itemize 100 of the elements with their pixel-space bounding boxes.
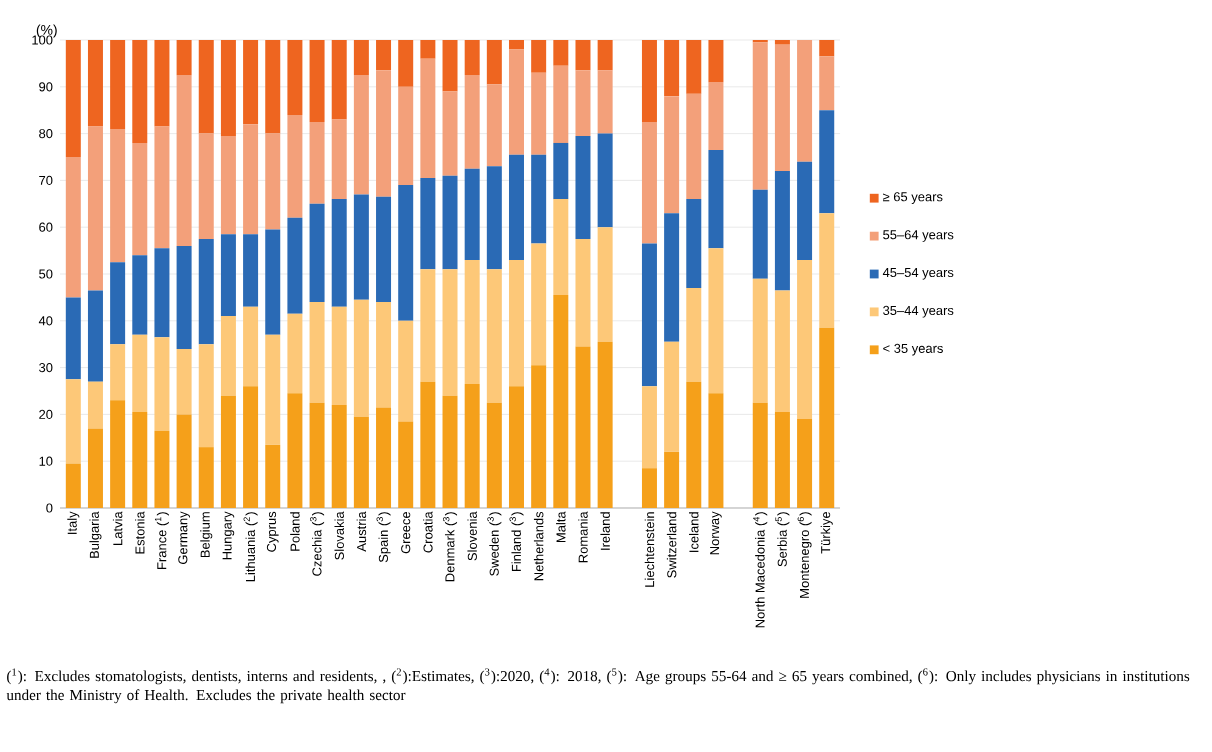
bar	[420, 39, 436, 59]
bar	[353, 194, 369, 300]
bar	[575, 135, 591, 239]
bar	[198, 238, 214, 345]
bar	[597, 227, 613, 342]
bar	[774, 44, 790, 172]
bar	[265, 133, 281, 230]
bar	[154, 39, 170, 127]
bar	[243, 39, 259, 125]
bar	[398, 421, 414, 508]
bar	[110, 262, 126, 345]
bar	[198, 344, 214, 448]
bar	[531, 72, 547, 155]
bar	[287, 393, 303, 508]
bar	[132, 412, 148, 508]
bar	[154, 337, 170, 431]
bar	[774, 39, 790, 45]
bar	[309, 402, 325, 508]
bar	[774, 290, 790, 413]
bar	[819, 56, 835, 111]
bar	[531, 154, 547, 244]
bar	[508, 49, 524, 155]
bar	[641, 468, 657, 508]
bar	[797, 161, 813, 260]
bar	[597, 70, 613, 134]
bar	[398, 185, 414, 321]
bar	[65, 379, 81, 464]
bar	[486, 402, 502, 508]
bar	[110, 39, 126, 129]
bar	[553, 199, 569, 296]
bar	[287, 114, 303, 218]
bar	[819, 327, 835, 508]
bar	[797, 419, 813, 508]
bar	[597, 341, 613, 508]
bar	[641, 121, 657, 244]
bar	[575, 39, 591, 71]
bar	[87, 381, 103, 429]
bar	[376, 70, 392, 197]
bar	[752, 42, 768, 190]
bar	[553, 295, 569, 508]
bar	[752, 278, 768, 403]
bar	[641, 243, 657, 387]
bar	[87, 290, 103, 382]
bar	[132, 255, 148, 335]
bar	[376, 39, 392, 71]
bar	[176, 75, 192, 246]
bar	[309, 39, 325, 122]
bar	[464, 75, 480, 169]
bar	[198, 447, 214, 508]
bar	[819, 110, 835, 214]
bar	[708, 39, 724, 83]
bar	[110, 344, 126, 401]
bar	[287, 39, 303, 115]
bar	[664, 213, 680, 342]
bar	[686, 381, 702, 508]
bar	[553, 39, 569, 66]
bar	[486, 39, 502, 85]
bar	[220, 316, 236, 396]
bar	[486, 84, 502, 167]
bar	[752, 402, 768, 508]
bar	[132, 142, 148, 256]
bar	[265, 444, 281, 508]
bar	[531, 365, 547, 508]
bar	[353, 299, 369, 417]
bar	[508, 154, 524, 260]
bar	[353, 75, 369, 195]
bar	[87, 39, 103, 127]
bar	[664, 341, 680, 452]
bar	[819, 213, 835, 328]
bar	[420, 381, 436, 508]
bar	[464, 259, 480, 384]
bar	[220, 39, 236, 136]
bar	[176, 348, 192, 415]
bar	[65, 463, 81, 508]
bar	[398, 320, 414, 422]
bar	[87, 428, 103, 508]
bar	[708, 393, 724, 508]
bar	[553, 142, 569, 200]
bar	[265, 229, 281, 335]
bar	[486, 166, 502, 270]
bar	[243, 234, 259, 307]
bar	[531, 243, 547, 366]
bar	[641, 39, 657, 122]
bar	[65, 297, 81, 380]
bar	[664, 96, 680, 214]
bar	[442, 39, 458, 92]
bar	[508, 386, 524, 508]
bar	[464, 383, 480, 508]
bar	[331, 39, 347, 120]
bar	[243, 306, 259, 387]
bar	[708, 82, 724, 150]
bar	[309, 203, 325, 303]
bar	[686, 199, 702, 289]
bar	[420, 58, 436, 179]
bar	[508, 39, 524, 50]
bar	[531, 39, 547, 73]
bar	[442, 269, 458, 396]
bar	[110, 400, 126, 508]
bar	[597, 39, 613, 71]
bar	[331, 119, 347, 200]
